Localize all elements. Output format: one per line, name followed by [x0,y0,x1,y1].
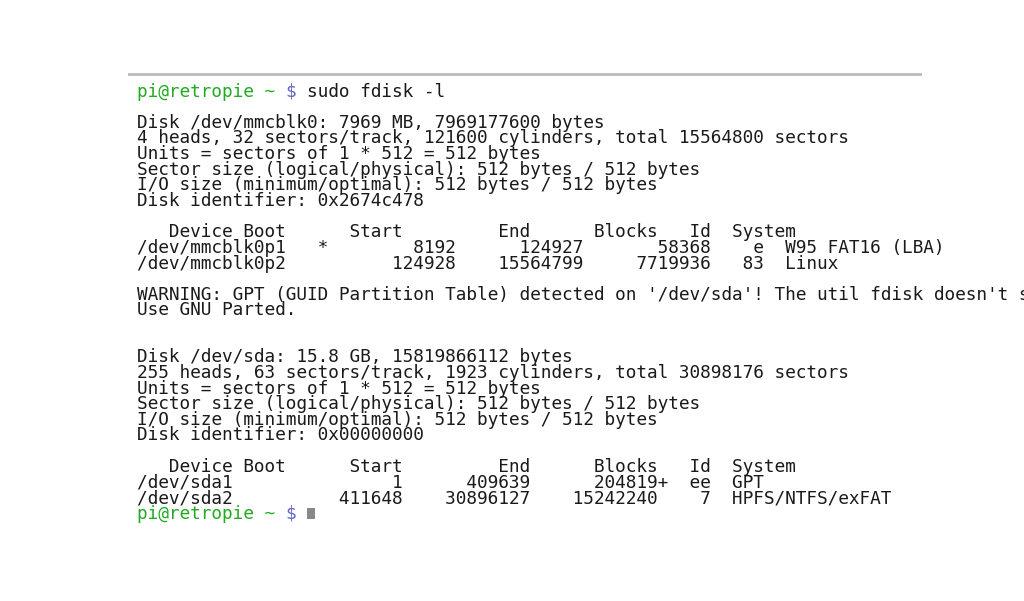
Bar [307,508,315,519]
Text: Use GNU Parted.: Use GNU Parted. [137,302,297,320]
Text: 255 heads, 63 sectors/track, 1923 cylinders, total 30898176 sectors: 255 heads, 63 sectors/track, 1923 cylind… [137,364,849,382]
Text: WARNING: GPT (GUID Partition Table) detected on '/dev/sda'! The util fdisk doesn: WARNING: GPT (GUID Partition Table) dete… [137,286,1024,304]
Text: Disk identifier: 0x00000000: Disk identifier: 0x00000000 [137,427,424,445]
Text: Disk /dev/sda: 15.8 GB, 15819866112 bytes: Disk /dev/sda: 15.8 GB, 15819866112 byte… [137,349,572,367]
Text: Device Boot      Start         End      Blocks   Id  System: Device Boot Start End Blocks Id System [137,224,796,241]
Text: Sector size (logical/physical): 512 bytes / 512 bytes: Sector size (logical/physical): 512 byte… [137,160,700,178]
Text: /dev/sda1               1      409639      204819+  ee  GPT: /dev/sda1 1 409639 204819+ ee GPT [137,474,764,492]
Text: I/O size (minimum/optimal): 512 bytes / 512 bytes: I/O size (minimum/optimal): 512 bytes / … [137,411,658,429]
Text: Units = sectors of 1 * 512 = 512 bytes: Units = sectors of 1 * 512 = 512 bytes [137,145,541,163]
Text: /dev/mmcblk0p1   *        8192      124927       58368    e  W95 FAT16 (LBA): /dev/mmcblk0p1 * 8192 124927 58368 e W95… [137,239,945,257]
Text: pi@retropie ~: pi@retropie ~ [137,505,286,523]
Text: I/O size (minimum/optimal): 512 bytes / 512 bytes: I/O size (minimum/optimal): 512 bytes / … [137,176,658,194]
Text: sudo fdisk -l: sudo fdisk -l [307,82,445,100]
Text: Device Boot      Start         End      Blocks   Id  System: Device Boot Start End Blocks Id System [137,458,796,476]
Text: Units = sectors of 1 * 512 = 512 bytes: Units = sectors of 1 * 512 = 512 bytes [137,380,541,398]
Text: Sector size (logical/physical): 512 bytes / 512 bytes: Sector size (logical/physical): 512 byte… [137,395,700,413]
Text: /dev/mmcblk0p2          124928    15564799     7719936   83  Linux: /dev/mmcblk0p2 124928 15564799 7719936 8… [137,255,839,272]
Text: $: $ [286,505,307,523]
Text: Disk /dev/mmcblk0: 7969 MB, 7969177600 bytes: Disk /dev/mmcblk0: 7969 MB, 7969177600 b… [137,114,605,132]
Text: pi@retropie ~: pi@retropie ~ [137,82,286,100]
Text: /dev/sda2          411648    30896127    15242240    7  HPFS/NTFS/exFAT: /dev/sda2 411648 30896127 15242240 7 HPF… [137,489,892,507]
Text: Disk identifier: 0x2674c478: Disk identifier: 0x2674c478 [137,192,424,210]
Text: 4 heads, 32 sectors/track, 121600 cylinders, total 15564800 sectors: 4 heads, 32 sectors/track, 121600 cylind… [137,129,849,147]
Text: $: $ [286,82,307,100]
